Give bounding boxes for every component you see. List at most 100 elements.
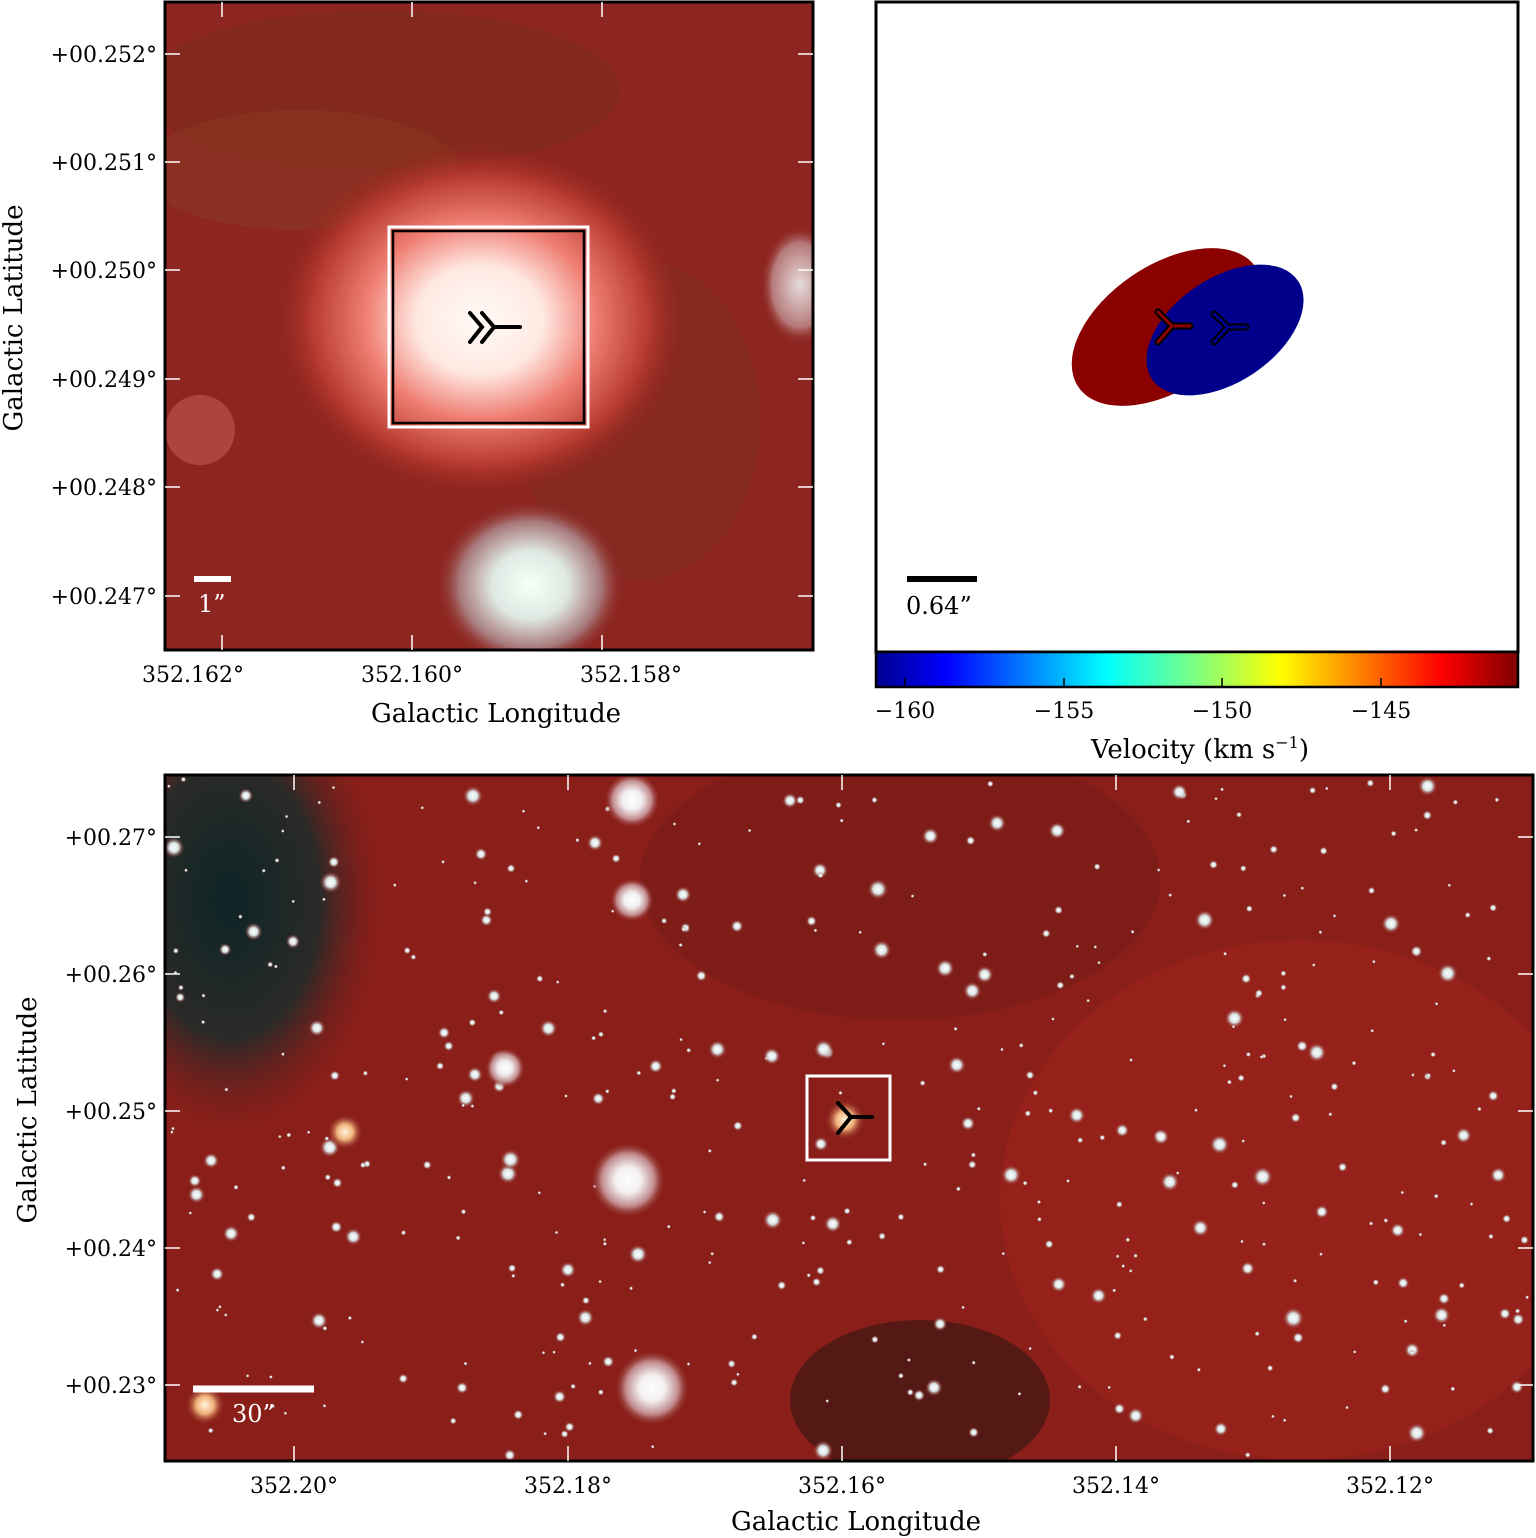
field-star <box>187 1185 206 1204</box>
field-star <box>280 1052 285 1057</box>
field-star <box>1442 1323 1447 1328</box>
field-star <box>1194 909 1215 931</box>
tri-marker-icon <box>468 311 522 344</box>
svg-text:+00.252°: +00.252° <box>51 43 157 68</box>
field-star <box>1244 1451 1251 1458</box>
field-star <box>286 1132 292 1138</box>
top-right-velocity-panel: 0.64” <box>874 0 1520 654</box>
field-star <box>541 1350 546 1355</box>
field-star <box>1519 1235 1530 1245</box>
svg-text:−150: −150 <box>1192 699 1252 724</box>
field-star <box>1455 1127 1472 1144</box>
field-star <box>570 1383 577 1390</box>
field-star <box>1452 799 1459 806</box>
field-star <box>1396 1276 1410 1290</box>
field-star <box>1047 1107 1054 1114</box>
svg-text:+00.23°: +00.23° <box>65 1374 157 1399</box>
field-star <box>735 1372 740 1377</box>
field-star <box>1379 1383 1391 1395</box>
field-star <box>1226 1079 1233 1085</box>
field-star <box>965 835 976 846</box>
field-star <box>463 1361 468 1366</box>
field-star <box>270 1403 276 1409</box>
field-star <box>317 800 322 805</box>
field-star <box>1367 886 1376 895</box>
field-star <box>177 984 184 991</box>
field-star <box>449 1417 457 1425</box>
field-star <box>839 818 844 823</box>
top-left-image-panel: 1” <box>163 0 815 652</box>
field-star <box>209 1266 225 1282</box>
field-star <box>1241 1139 1246 1143</box>
field-star <box>1345 1405 1349 1410</box>
field-star <box>344 1227 363 1246</box>
field-star <box>1240 973 1252 985</box>
field-star <box>845 1238 853 1246</box>
top-left-xlabel: Galactic Longitude <box>371 699 621 729</box>
svg-text:+00.24°: +00.24° <box>65 1237 157 1262</box>
field-star <box>1028 1346 1033 1351</box>
field-star <box>1231 1024 1236 1029</box>
field-star <box>404 1077 409 1082</box>
field-star <box>686 1047 692 1054</box>
field-star <box>440 859 446 865</box>
field-star <box>564 1421 575 1433</box>
field-star <box>1292 1278 1298 1284</box>
field-star <box>708 1040 727 1059</box>
colorbar-label: Velocity (km s−1) <box>1090 733 1309 765</box>
field-star <box>963 981 982 1001</box>
field-star <box>332 1177 343 1189</box>
field-star <box>921 827 940 845</box>
field-star <box>730 1378 739 1387</box>
lobe-marker-red-icon <box>1154 308 1194 346</box>
field-star <box>967 1160 977 1170</box>
field-star <box>1127 1407 1145 1425</box>
field-star <box>1160 1172 1180 1192</box>
field-star <box>1128 1268 1133 1273</box>
field-star <box>1041 928 1051 939</box>
field-star <box>536 825 541 830</box>
field-star <box>1261 1201 1266 1205</box>
field-star <box>1451 1068 1456 1073</box>
field-star <box>1283 1017 1288 1022</box>
field-star <box>1383 1217 1389 1224</box>
field-star <box>511 1273 516 1279</box>
field-star <box>244 922 263 941</box>
field-star <box>217 1304 222 1309</box>
svg-text:352.12°: 352.12° <box>1346 1474 1434 1499</box>
bottom-x-tick-labels: 352.20° 352.18° 352.16° 352.14° 352.12° <box>250 1474 1434 1499</box>
field-star <box>919 1079 926 1087</box>
field-star <box>598 1279 603 1284</box>
field-star <box>1237 1074 1245 1082</box>
field-star <box>535 974 544 983</box>
field-star <box>539 1019 558 1038</box>
field-star <box>1371 959 1376 964</box>
field-star <box>1175 1171 1180 1175</box>
field-star <box>1001 1164 1022 1186</box>
field-star <box>1077 1384 1082 1390</box>
field-star <box>1044 1239 1054 1249</box>
field-star <box>1458 1282 1466 1289</box>
field-star <box>1328 1112 1333 1117</box>
field-star <box>713 1210 726 1223</box>
field-star <box>1514 1308 1521 1314</box>
field-star <box>347 1315 353 1321</box>
field-star <box>871 940 892 960</box>
field-star <box>815 1266 826 1276</box>
field-star <box>331 785 336 790</box>
field-star <box>986 780 994 788</box>
field-star <box>1196 1367 1202 1373</box>
field-star <box>180 776 187 783</box>
field-star <box>1488 903 1498 912</box>
field-star <box>319 871 342 894</box>
field-star <box>1314 1204 1329 1219</box>
field-star <box>1222 1063 1227 1068</box>
field-star <box>1390 830 1397 837</box>
field-star <box>1208 860 1219 870</box>
field-star <box>1289 1094 1293 1099</box>
svg-text:+00.250°: +00.250° <box>51 259 157 284</box>
field-star <box>215 1308 220 1313</box>
bottom-tri-marker-icon <box>836 1101 874 1135</box>
field-star <box>223 1312 228 1317</box>
field-star <box>1450 1386 1456 1392</box>
